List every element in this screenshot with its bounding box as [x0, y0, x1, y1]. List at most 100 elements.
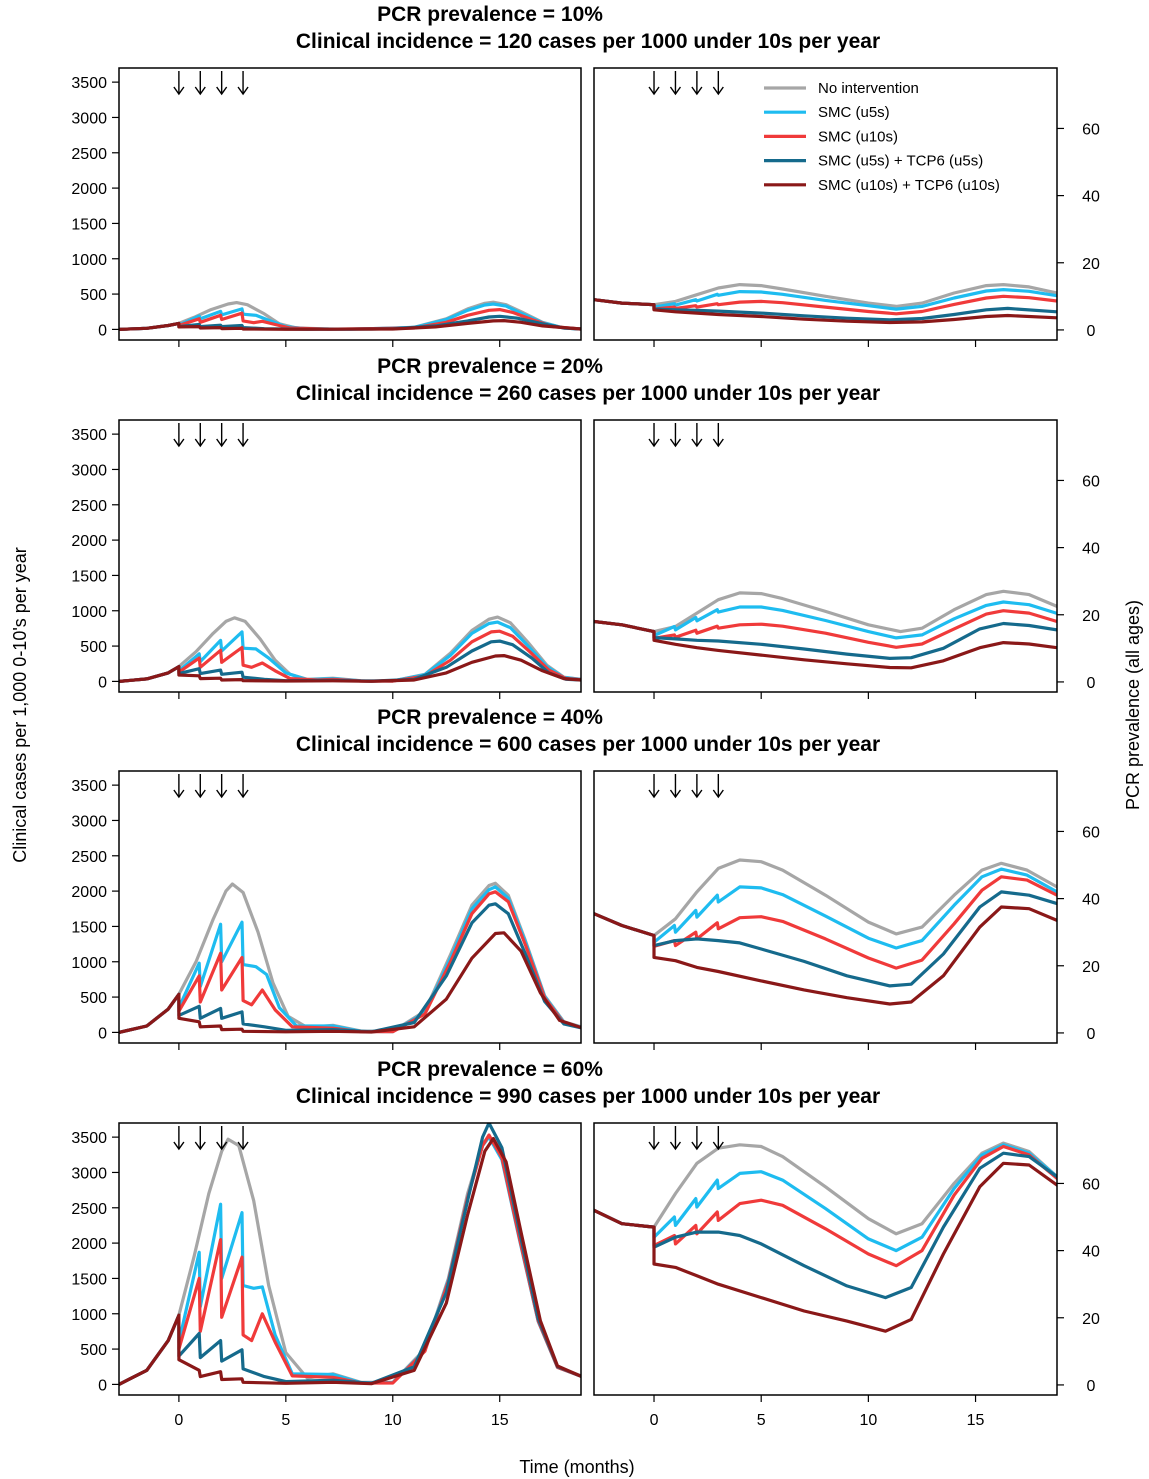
y-tick-label: 40 — [1082, 541, 1100, 558]
smc-arrow-head — [669, 86, 682, 96]
panel-frame — [593, 67, 1058, 341]
series-smc_u5-line — [119, 885, 581, 1034]
y-tick-label: 20 — [1082, 1311, 1100, 1328]
y-tick-label: 500 — [80, 287, 107, 304]
smc-arrow-head — [712, 789, 724, 799]
smc-arrow-head — [648, 86, 660, 96]
y-tick-label: 3000 — [71, 813, 107, 830]
left-y-axis: 0 500 1000 1500 2000 2500 3000 3500 — [71, 778, 119, 1042]
y-tick-label: 2500 — [71, 1201, 107, 1218]
series-smc_u10-line — [119, 890, 581, 1034]
row-title-incidence: Clinical incidence = 120 cases per 1000 … — [296, 30, 880, 53]
y-tick-label: 2500 — [71, 498, 107, 515]
smc-arrow-head — [237, 438, 249, 448]
smc-arrow-head — [712, 1141, 724, 1151]
series-smc_u5-line — [119, 620, 581, 683]
y-tick-label: 40 — [1082, 189, 1100, 206]
legend-label-smc_u10: SMC (u10s) — [818, 128, 898, 145]
panel-right-row-3: 0 20 40 60 — [593, 770, 1100, 1050]
row-title-incidence: Clinical incidence = 600 cases per 1000 … — [296, 733, 880, 756]
y-tick-label: 1500 — [71, 919, 107, 936]
x-tick-label: 15 — [967, 1412, 985, 1429]
x-axis — [178, 692, 501, 699]
smc-arrows — [173, 774, 249, 799]
x-tick-label: 10 — [384, 1412, 402, 1429]
y-tick-label: 60 — [1082, 824, 1100, 841]
x-axis — [178, 1043, 501, 1050]
smc-arrows — [648, 71, 724, 96]
panel-left-row-2: 0 500 1000 1500 2000 2500 3000 3500 — [71, 419, 582, 699]
panel-right-row-4: 0 20 40 60 0 5 10 15 — [593, 1122, 1100, 1429]
smc-arrow-head — [216, 789, 228, 799]
smc-arrow-head — [712, 86, 724, 96]
smc-arrow-head — [237, 86, 249, 96]
y-tick-label: 0 — [98, 1025, 107, 1042]
series-smc_u10_tcp-line — [119, 654, 581, 683]
series-lines — [594, 858, 1057, 1006]
right-y-axis: 0 20 40 60 — [1057, 473, 1100, 692]
smc-arrow-head — [669, 1141, 682, 1151]
series-smc_u5-line — [594, 288, 1057, 311]
x-tick-label: 5 — [757, 1412, 766, 1429]
row-title-prevalence: PCR prevalence = 10% — [377, 3, 603, 26]
series-smc_u5_tcp-line — [594, 619, 1057, 660]
panel-frame — [593, 1122, 1058, 1396]
right-y-axis-label: PCR prevalence (all ages) — [1123, 600, 1143, 810]
smc-arrow-head — [691, 1141, 703, 1151]
smc-arrows — [648, 1126, 724, 1151]
series-smc_u10_tcp-line — [594, 905, 1057, 1006]
smc-arrow-head — [712, 438, 724, 448]
series-smc_u5-line — [594, 600, 1057, 640]
y-tick-label: 3500 — [71, 75, 107, 92]
y-tick-label: 1500 — [71, 216, 107, 233]
series-smc_u10_tcp-line — [119, 1136, 581, 1386]
series-lines — [119, 1123, 581, 1386]
smc-arrow-head — [648, 789, 660, 799]
smc-arrows — [173, 71, 249, 96]
x-tick-label: 15 — [491, 1412, 509, 1429]
smc-arrow-head — [194, 1141, 206, 1151]
smc-arrow-head — [194, 86, 206, 96]
y-tick-label: 20 — [1082, 959, 1100, 976]
series-smc_u10-line — [594, 609, 1057, 649]
panel-frame — [118, 67, 582, 341]
row-title-incidence: Clinical incidence = 260 cases per 1000 … — [296, 382, 880, 405]
smc-arrow-head — [216, 1141, 228, 1151]
smc-arrow-head — [648, 1141, 660, 1151]
smc-arrow-head — [194, 438, 206, 448]
x-axis — [178, 340, 501, 347]
panel-right-row-1: 0 20 40 60 — [593, 67, 1100, 347]
series-lines — [594, 283, 1057, 325]
x-tick-label: 5 — [281, 1412, 290, 1429]
y-tick-label: 2000 — [71, 1236, 107, 1253]
right-y-axis: 0 20 40 60 — [1057, 1176, 1100, 1395]
y-tick-label: 0 — [1087, 323, 1096, 340]
y-tick-label: 500 — [80, 639, 107, 656]
smc-arrow-head — [173, 1141, 185, 1151]
y-tick-label: 0 — [98, 1377, 107, 1394]
left-y-axis: 0 500 1000 1500 2000 2500 3000 3500 — [71, 75, 119, 339]
left-y-axis-label: Clinical cases per 1,000 0-10's per year — [10, 547, 30, 863]
smc-arrows — [648, 774, 724, 799]
x-tick-label: 0 — [650, 1412, 659, 1429]
smc-arrow-head — [691, 789, 703, 799]
series-smc_u10_tcp-line — [119, 319, 581, 331]
smc-arrows — [173, 423, 249, 448]
series-lines — [119, 300, 581, 331]
series-smc_u5_tcp-line — [594, 1151, 1057, 1300]
y-tick-label: 1000 — [71, 604, 107, 621]
panel-left-row-4: 0 500 1000 1500 2000 2500 3000 3500 0 5 10 15 — [71, 1122, 582, 1429]
y-tick-label: 1000 — [71, 955, 107, 972]
x-axis — [653, 692, 977, 699]
smc-arrow-head — [237, 1141, 249, 1151]
series-smc_u5-line — [594, 1143, 1057, 1253]
right-y-axis: 0 20 40 60 — [1057, 121, 1100, 340]
y-tick-label: 2500 — [71, 146, 107, 163]
x-tick-label: 0 — [174, 1412, 183, 1429]
legend-label-smc_u10_tcp: SMC (u10s) + TCP6 (u10s) — [818, 177, 1000, 194]
series-lines — [594, 589, 1057, 670]
y-tick-label: 500 — [80, 990, 107, 1007]
row-title-prevalence: PCR prevalence = 60% — [377, 1058, 603, 1081]
smc-arrow-head — [216, 438, 228, 448]
